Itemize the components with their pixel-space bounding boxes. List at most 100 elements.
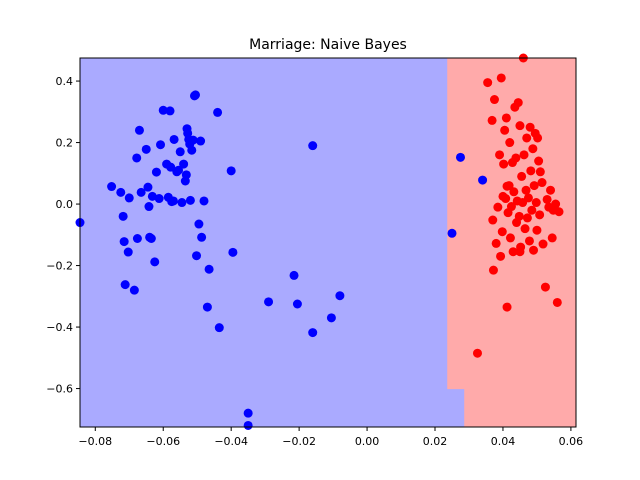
- point-class-0: [136, 187, 146, 197]
- y-tick-label: −0.6: [46, 383, 73, 396]
- y-tick-label: −0.2: [46, 260, 73, 273]
- point-class-1: [540, 282, 550, 292]
- point-class-0: [144, 202, 154, 212]
- point-class-0: [119, 237, 129, 247]
- point-class-0: [154, 194, 164, 204]
- point-class-1: [526, 166, 536, 176]
- point-class-1: [501, 113, 511, 123]
- point-class-1: [483, 78, 493, 88]
- point-class-0: [156, 140, 166, 150]
- point-class-1: [508, 247, 518, 257]
- point-class-1: [502, 181, 512, 191]
- point-class-0: [243, 420, 253, 430]
- point-class-1: [472, 348, 482, 358]
- point-class-1: [491, 238, 501, 248]
- point-class-1: [513, 98, 523, 108]
- x-tick-label: −0.06: [146, 435, 180, 448]
- point-class-0: [292, 299, 302, 309]
- y-tick-label: 0.4: [56, 75, 74, 88]
- point-class-0: [185, 195, 195, 205]
- point-class-0: [264, 297, 274, 307]
- y-axis: −0.6 −0.4 −0.2 0.0 0.2 0.4: [46, 75, 80, 396]
- point-class-1: [532, 225, 542, 235]
- point-class-1: [496, 251, 506, 261]
- point-class-1: [489, 95, 499, 105]
- point-class-0: [177, 198, 187, 208]
- point-class-0: [194, 219, 204, 229]
- point-class-0: [447, 228, 457, 238]
- point-class-0: [455, 152, 465, 162]
- point-class-0: [150, 257, 160, 267]
- point-class-1: [533, 133, 543, 143]
- point-class-1: [538, 239, 548, 249]
- x-tick-label: 0.06: [559, 435, 584, 448]
- point-class-1: [523, 193, 533, 203]
- point-class-0: [129, 285, 139, 295]
- point-class-0: [165, 106, 175, 116]
- point-class-1: [529, 181, 539, 191]
- point-class-1: [501, 194, 511, 204]
- point-class-0: [123, 247, 133, 257]
- point-class-1: [488, 215, 498, 225]
- point-class-1: [535, 210, 545, 220]
- point-class-0: [308, 328, 318, 338]
- point-class-0: [191, 90, 201, 100]
- point-class-1: [515, 121, 525, 131]
- point-class-0: [107, 182, 117, 192]
- point-class-0: [134, 125, 144, 135]
- point-class-1: [506, 202, 516, 212]
- point-class-0: [132, 153, 142, 163]
- point-class-0: [151, 167, 161, 177]
- point-class-1: [527, 205, 537, 215]
- point-class-0: [196, 136, 206, 146]
- point-class-0: [146, 234, 156, 243]
- point-class-0: [213, 107, 223, 117]
- point-class-0: [326, 313, 336, 323]
- point-class-0: [335, 291, 345, 301]
- point-class-0: [120, 280, 130, 290]
- point-class-1: [509, 187, 519, 197]
- point-class-1: [524, 236, 534, 246]
- region-class-1: [447, 58, 576, 427]
- point-class-1: [551, 199, 561, 209]
- point-class-0: [243, 408, 253, 418]
- point-class-1: [519, 150, 529, 160]
- point-class-1: [493, 202, 503, 212]
- point-class-1: [505, 138, 515, 148]
- x-tick-label: −0.08: [78, 435, 112, 448]
- point-class-0: [204, 264, 214, 274]
- chart-title: Marriage: Naive Bayes: [249, 37, 407, 53]
- point-class-0: [197, 232, 207, 242]
- point-class-0: [478, 175, 488, 185]
- point-class-1: [522, 133, 532, 143]
- y-tick-label: 0.2: [56, 137, 74, 150]
- point-class-1: [496, 73, 506, 83]
- point-class-0: [188, 135, 198, 145]
- point-class-1: [546, 185, 556, 195]
- point-class-1: [554, 207, 564, 217]
- point-class-1: [552, 297, 562, 307]
- point-class-0: [141, 144, 151, 154]
- point-class-1: [525, 122, 535, 132]
- point-class-0: [158, 105, 168, 115]
- point-class-1: [515, 247, 525, 257]
- point-class-0: [199, 196, 209, 206]
- point-class-1: [529, 245, 539, 255]
- point-class-0: [308, 141, 318, 151]
- point-class-0: [181, 170, 191, 180]
- point-class-1: [517, 171, 527, 181]
- point-class-0: [147, 191, 157, 201]
- point-class-1: [511, 153, 521, 163]
- point-class-1: [522, 213, 532, 223]
- point-class-0: [166, 162, 176, 172]
- point-class-1: [497, 227, 507, 237]
- point-class-1: [500, 125, 510, 135]
- point-class-0: [118, 211, 128, 221]
- point-class-0: [175, 147, 185, 157]
- point-class-0: [179, 159, 189, 169]
- point-class-1: [495, 150, 505, 160]
- point-class-1: [505, 233, 515, 243]
- data-points: [75, 53, 564, 430]
- point-class-0: [174, 165, 184, 175]
- point-class-0: [214, 323, 224, 333]
